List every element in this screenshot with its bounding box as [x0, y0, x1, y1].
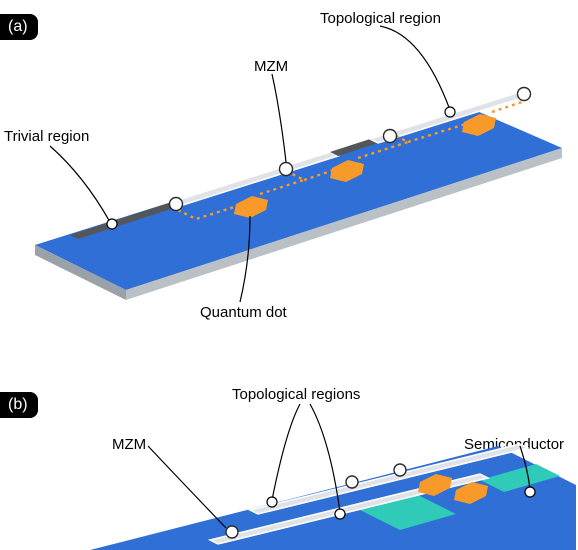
- mzm-b-3: [394, 464, 406, 476]
- panel-b-scene: [0, 390, 578, 550]
- mzm-b-1: [226, 526, 238, 538]
- mzm-b-2: [346, 476, 358, 488]
- mzm-1: [170, 198, 183, 211]
- substrate-top: [35, 108, 562, 290]
- mzm-3: [384, 130, 397, 143]
- leader-mzm-a: [272, 74, 286, 162]
- panel-a-scene: [0, 0, 578, 340]
- mzm-4: [518, 88, 531, 101]
- leader-topological: [380, 26, 455, 117]
- leader-trivial: [50, 146, 117, 229]
- mzm-2: [280, 163, 293, 176]
- leader-mzm-b: [148, 446, 226, 528]
